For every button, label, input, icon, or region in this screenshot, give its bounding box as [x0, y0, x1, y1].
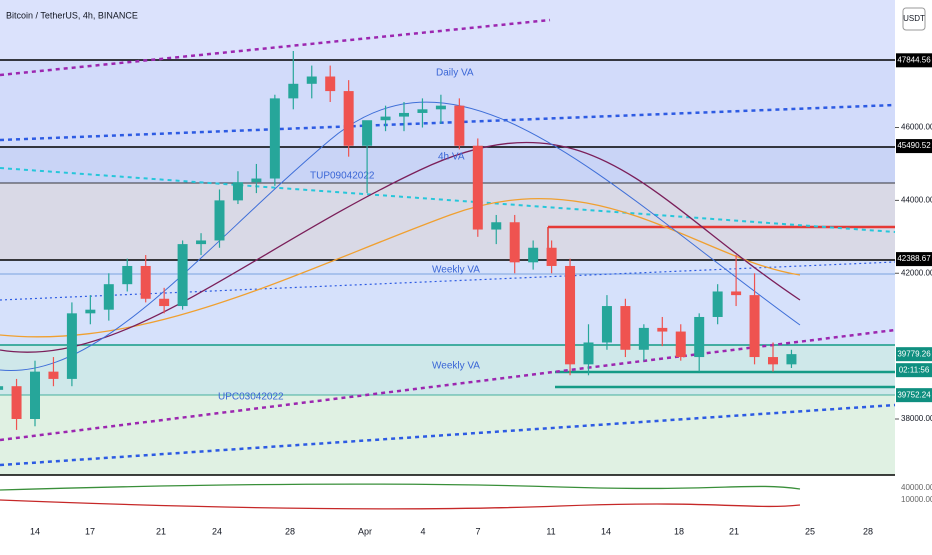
x-tick-label: 21 [156, 526, 166, 536]
candle-body [491, 222, 502, 230]
price-label: 45490.52 [897, 141, 931, 150]
price-label: 47844.56 [897, 55, 931, 64]
x-tick-label: 7 [475, 526, 480, 536]
candle-body [657, 327, 668, 332]
candle-body [214, 200, 225, 241]
price-label-box [896, 53, 932, 68]
candle-body [399, 112, 409, 117]
x-tick-label: 24 [212, 526, 222, 536]
annotation: UPC03042022 [218, 392, 284, 403]
candle-body [528, 247, 539, 263]
candle-body [122, 265, 133, 285]
chart-title: Bitcoin / TetherUS, 4h, BINANCE [6, 10, 138, 20]
countdown-box [896, 363, 932, 378]
annotation: 4h VA [438, 152, 465, 163]
candle-body [638, 327, 649, 350]
candle-body [546, 247, 557, 266]
countdown: 02:11:56 [899, 365, 930, 374]
candle-body [731, 291, 742, 296]
x-tick-label: 18 [674, 526, 684, 536]
candle-body [85, 309, 96, 314]
x-tick-label: 28 [285, 526, 295, 536]
price-label: 39752.24 [897, 390, 931, 399]
annotation: Weekly VA [432, 361, 480, 372]
candle-body [435, 105, 446, 110]
currency-box[interactable] [902, 7, 926, 31]
candle-body [159, 298, 170, 307]
price-label: 42388.67 [897, 254, 931, 263]
currency: USDT [903, 14, 925, 23]
candle-body [251, 178, 262, 183]
y-tick-label: 44000.00 [901, 195, 932, 204]
candle-body [66, 313, 77, 379]
candle-body [694, 316, 705, 358]
price-label-box [896, 388, 932, 403]
candle-body [675, 331, 686, 358]
x-tick-label: Apr [358, 526, 372, 536]
x-tick-label: 4 [420, 526, 425, 536]
candle-body [712, 291, 723, 317]
candle-body [325, 76, 336, 92]
candle-body [11, 386, 22, 419]
indicator-tick-label: 10000.00 [901, 495, 932, 504]
price-label-box [896, 252, 932, 267]
candle-body [196, 240, 207, 245]
y-tick-label: 42000.00 [901, 268, 932, 277]
candle-body [454, 105, 465, 146]
candle-body [177, 244, 188, 307]
price-label-box [896, 139, 932, 154]
candle-body [103, 284, 114, 310]
candle-body [343, 91, 354, 146]
candle-body [565, 265, 576, 365]
candle-body [583, 342, 594, 365]
candle-body [48, 371, 59, 379]
price-label: 39779.26 [897, 349, 931, 358]
candle-body [786, 354, 797, 365]
candle-body [30, 371, 40, 419]
candle-body [620, 306, 631, 350]
x-tick-label: 21 [729, 526, 739, 536]
candle-body [140, 265, 151, 299]
candle-body [472, 145, 483, 230]
candle-body [417, 109, 428, 113]
candle-body [306, 76, 317, 84]
candle-body [269, 98, 280, 179]
candle-body [288, 83, 299, 99]
candle-body [749, 295, 760, 358]
levels [0, 18, 896, 510]
candle-body [601, 306, 612, 343]
y-tick-label: 46000.00 [901, 123, 932, 132]
x-tick-label: 28 [863, 526, 873, 536]
x-tick-label: 14 [601, 526, 611, 536]
indicator-tick-label: 40000.00 [901, 483, 932, 492]
x-tick-label: 25 [805, 526, 815, 536]
x-tick-label: 17 [85, 526, 95, 536]
candle-body [380, 116, 391, 121]
y-tick-label: 38000.00 [901, 414, 932, 423]
annotations: Daily VA 4h VA Weekly VA Weekly VA TUP090420… [218, 68, 480, 403]
candle-body [232, 182, 243, 201]
x-tick-label: 14 [30, 526, 40, 536]
candle-body [0, 386, 4, 390]
annotation: Weekly VA [432, 265, 480, 276]
annotation: Daily VA [436, 68, 474, 79]
candle-body [362, 120, 373, 146]
candle-body [509, 222, 520, 263]
candle-body [768, 357, 778, 365]
price-label-box [896, 347, 932, 362]
annotation: TUP09042022 [310, 171, 375, 182]
x-tick-label: 11 [546, 526, 555, 536]
